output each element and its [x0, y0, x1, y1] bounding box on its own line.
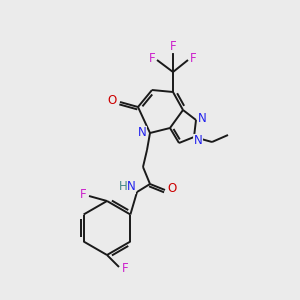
Text: O: O: [167, 182, 177, 194]
Text: F: F: [190, 52, 196, 65]
Text: N: N: [194, 134, 202, 148]
Text: O: O: [107, 94, 117, 106]
Text: N: N: [138, 127, 146, 140]
Text: H: H: [118, 181, 127, 194]
Text: F: F: [170, 40, 176, 52]
Text: F: F: [149, 52, 155, 65]
Text: F: F: [80, 188, 86, 202]
Text: N: N: [198, 112, 206, 124]
Text: F: F: [122, 262, 128, 275]
Text: N: N: [127, 181, 135, 194]
